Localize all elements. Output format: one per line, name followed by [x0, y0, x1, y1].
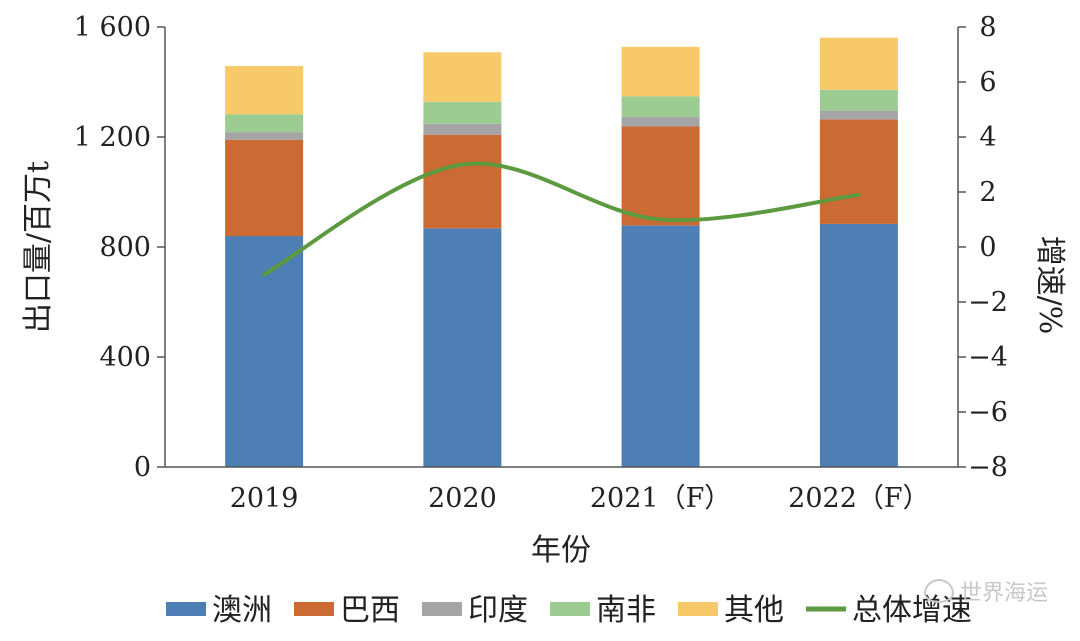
bar-3-0 — [225, 114, 304, 133]
growth-line — [262, 161, 861, 277]
x-tick-label: 2021（F） — [590, 483, 731, 514]
y-tick-label: 1 600 — [74, 12, 151, 43]
legend-swatch-0 — [166, 602, 206, 616]
bar-3-3 — [819, 90, 898, 111]
y2-axis-title: 增速/% — [1032, 236, 1067, 335]
y-tick-label: 800 — [99, 232, 151, 263]
legend: 澳洲 巴西 印度 南非 其他 总体增速 — [166, 593, 972, 628]
watermark-text: 世界海运 — [959, 581, 1048, 606]
legend-label: 巴西 — [340, 593, 400, 628]
x-tick-label: 2020 — [428, 483, 497, 514]
y2-tick-label: 2 — [979, 177, 996, 208]
legend-swatch-3 — [550, 602, 590, 616]
bars-layer — [225, 37, 898, 467]
bar-4-1 — [423, 52, 502, 102]
legend-label: 澳洲 — [212, 593, 272, 628]
bar-0-3 — [819, 223, 898, 467]
watermark: 世界海运 — [923, 575, 1048, 607]
bar-1-3 — [819, 119, 898, 224]
bar-3-1 — [423, 101, 502, 124]
x-tick-label: 2022（F） — [788, 483, 929, 514]
legend-label: 印度 — [468, 593, 528, 628]
legend-label: 其他 — [724, 593, 784, 628]
y2-tick-label: −8 — [968, 452, 1008, 483]
y2-tick-label: −6 — [968, 397, 1008, 428]
legend-swatch-2 — [422, 602, 462, 616]
bar-1-0 — [225, 139, 304, 237]
bar-3-2 — [621, 96, 700, 117]
bar-2-2 — [621, 116, 700, 127]
line-layer — [262, 161, 861, 277]
bar-4-0 — [225, 66, 304, 115]
chat-bubble-icon — [923, 579, 954, 603]
bar-0-1 — [423, 228, 502, 467]
x-tick-label: 2019 — [230, 483, 299, 514]
legend-label: 总体增速 — [852, 593, 972, 628]
y2-tick-label: −4 — [968, 342, 1008, 373]
bar-2-3 — [819, 110, 898, 120]
bar-2-0 — [225, 132, 304, 140]
y2-tick-label: 8 — [979, 12, 996, 43]
legend-label: 南非 — [596, 593, 656, 628]
y-tick-label: 1 200 — [74, 122, 151, 153]
ticks-layer: 2019 2020 2021（F） 2022（F） 0 400 800 1 200 1 600 −… — [74, 12, 1008, 514]
bar-4-3 — [819, 37, 898, 90]
bar-2-1 — [423, 123, 502, 135]
y-tick-label: 0 — [134, 452, 151, 483]
y-axis-title: 出口量/百万t — [21, 161, 56, 333]
legend-swatch-1 — [294, 602, 334, 616]
y2-tick-label: 0 — [979, 232, 996, 263]
bar-4-2 — [621, 46, 700, 97]
y2-tick-label: 4 — [979, 122, 996, 153]
bar-1-1 — [423, 134, 502, 229]
bar-1-2 — [621, 126, 700, 226]
x-axis-title: 年份 — [531, 533, 591, 568]
y2-tick-label: −2 — [968, 287, 1008, 318]
y2-tick-label: 6 — [979, 67, 996, 98]
legend-swatch-4 — [678, 602, 718, 616]
y-tick-label: 400 — [99, 342, 151, 373]
bar-0-0 — [225, 236, 304, 467]
bar-0-2 — [621, 225, 700, 467]
